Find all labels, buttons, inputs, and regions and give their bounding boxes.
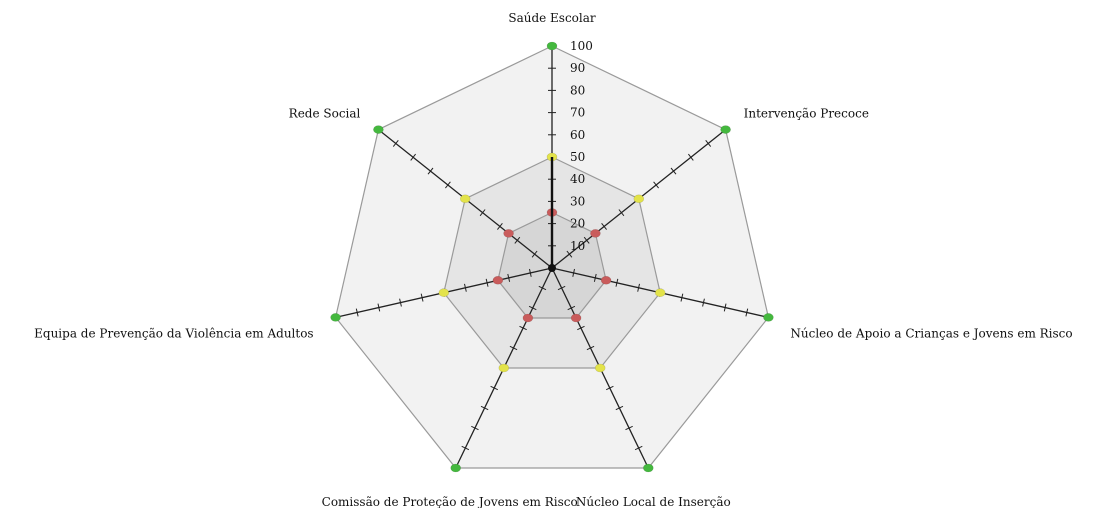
data-point <box>763 313 774 322</box>
radar-tick-mark <box>688 153 694 161</box>
radar-tick-mark <box>490 385 499 391</box>
data-point <box>590 229 601 238</box>
radar-tick-mark <box>507 273 511 282</box>
data-point <box>654 288 666 298</box>
data-point <box>450 463 462 473</box>
data-point <box>642 463 654 473</box>
radar-tick-mark <box>399 298 402 307</box>
axis-labels: Saúde Escolar Intervenção Precoce Núcleo d… <box>34 11 1073 508</box>
data-point <box>459 194 471 204</box>
radar-tick-mark <box>485 278 489 287</box>
radar-tick-mark <box>618 209 625 217</box>
tick-label: 90 <box>570 61 585 75</box>
radial-tick-labels: 10 20 30 40 50 60 70 80 90 100 <box>570 39 593 253</box>
radar-tick-mark <box>583 236 590 244</box>
radar-tick-mark <box>514 236 521 244</box>
tick-label: 80 <box>570 83 585 97</box>
radar-tick-mark <box>615 405 624 411</box>
data-point <box>594 363 606 373</box>
axis-label: Intervenção Precoce <box>744 107 869 121</box>
radar-tick-mark <box>427 167 434 175</box>
radar-tick-mark <box>355 308 359 317</box>
radar-tick-mark <box>420 293 424 302</box>
radar-tick-mark <box>377 303 381 312</box>
axis-label: Núcleo de Apoio a Crianças e Jovens em R… <box>790 326 1072 340</box>
radar-tick-mark <box>519 325 527 331</box>
data-point <box>633 194 645 204</box>
axis-label: Comissão de Proteção de Jovens em Risco <box>322 495 578 508</box>
tick-label: 60 <box>570 128 585 142</box>
tick-label: 40 <box>570 172 585 186</box>
data-point <box>492 275 504 285</box>
radar-tick-mark <box>538 285 547 291</box>
radar-tick-mark <box>557 285 566 291</box>
radar-tick-mark <box>586 345 595 351</box>
radar-tick-mark <box>653 181 659 189</box>
data-point <box>438 288 450 298</box>
axis-label: Equipa de Prevenção da Violência em Adul… <box>34 326 313 340</box>
tick-label: 100 <box>570 39 593 53</box>
radar-tick-mark <box>723 303 727 312</box>
radar-tick-mark <box>410 153 416 161</box>
data-point <box>570 313 582 323</box>
radar-tick-mark <box>479 209 486 217</box>
radar-tick-mark <box>702 298 705 307</box>
radar-tick-mark <box>705 139 712 147</box>
radar-tick-mark <box>497 222 503 230</box>
data-point <box>503 229 514 238</box>
data-point <box>546 41 558 51</box>
data-point <box>522 313 534 323</box>
radar-tick-mark <box>670 167 677 175</box>
radar-tick-mark <box>745 308 749 317</box>
radar-points <box>330 41 774 473</box>
axis-label: Núcleo Local de Inserção <box>576 495 731 508</box>
radar-tick-mark <box>572 268 575 277</box>
radar-tick-mark <box>480 405 489 411</box>
radar-tick-mark <box>593 273 597 282</box>
tick-label: 50 <box>570 150 585 164</box>
radar-tick-mark <box>577 325 585 331</box>
radar-tick-mark <box>461 445 470 451</box>
radar-tick-mark <box>605 385 614 391</box>
axis-label: Rede Social <box>289 107 361 121</box>
radar-tick-mark <box>471 425 479 431</box>
data-point <box>330 313 341 322</box>
radar-tick-mark <box>566 250 573 258</box>
radar-tick-mark <box>464 283 467 292</box>
radar-tick-mark <box>615 278 619 287</box>
radar-tick-mark <box>529 268 532 277</box>
radar-tick-mark <box>528 305 537 311</box>
radar-tick-mark <box>625 425 633 431</box>
radar-tick-mark <box>531 250 538 258</box>
tick-label: 20 <box>570 217 585 231</box>
radar-tick-mark <box>392 139 399 147</box>
radar-tick-mark <box>445 181 451 189</box>
tick-label: 10 <box>570 239 585 253</box>
radar-tick-mark <box>637 283 640 292</box>
data-point <box>600 275 612 285</box>
axis-label: Saúde Escolar <box>508 11 596 25</box>
tick-label: 30 <box>570 194 585 208</box>
radar-tick-mark <box>680 293 684 302</box>
data-point <box>498 363 510 373</box>
radar-tick-mark <box>567 305 576 311</box>
radar-tick-mark <box>601 222 607 230</box>
data-point <box>373 125 384 134</box>
data-point <box>720 125 731 134</box>
radar-tick-mark <box>634 445 643 451</box>
tick-label: 70 <box>570 106 585 120</box>
radar-tick-mark <box>509 345 518 351</box>
